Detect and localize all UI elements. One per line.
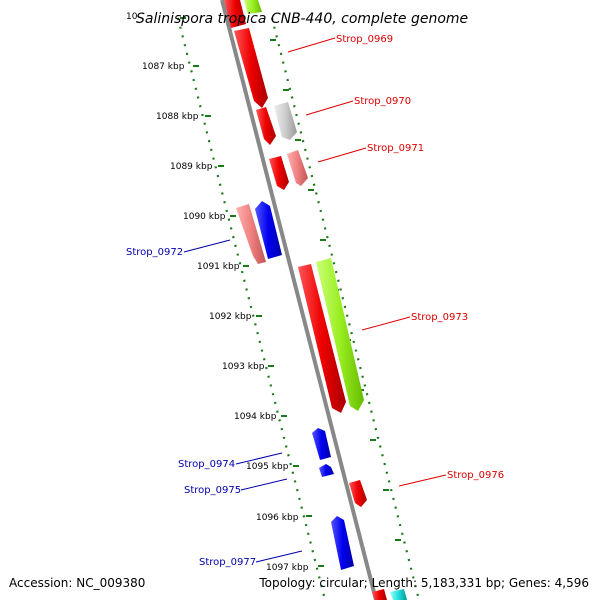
gene-arrow-strop-0973[interactable] [298,264,346,413]
kbp-label: 1088 kbp [156,112,199,122]
gene-arrow-green-mid[interactable] [316,258,364,411]
genome-backbone [220,0,378,600]
gene-arrow-strop-0977[interactable] [331,516,354,570]
gene-arrow-strop-0974[interactable] [312,428,331,460]
gene-label-strop-0977[interactable]: Strop_0977 [199,557,256,568]
accession-text: Accession: NC_009380 [9,576,145,590]
gene-label-strop-0971[interactable]: Strop_0971 [367,143,424,154]
topology-text: Topology: circular; Length: 5,183,331 bp… [258,576,589,590]
kbp-label: 1093 kbp [222,362,265,372]
gene-label-strop-0976[interactable]: Strop_0976 [447,470,504,481]
gene-label-strop-0974[interactable]: Strop_0974 [178,459,235,470]
gene-arrow-strop-0969[interactable] [234,28,268,108]
kbp-label: 1094 kbp [234,412,277,422]
kbp-label: 1090 kbp [183,212,226,222]
gene-arrow-strop-0975[interactable] [319,464,334,477]
inner-tick-track [176,17,326,597]
gene-labels: Strop_0969 Strop_0970 Strop_0971 Strop_0… [126,34,504,568]
outer-tick-track [270,17,420,597]
kbp-label: 1096 kbp [256,513,299,523]
major-ticks [180,17,401,567]
gene-arrow-red-bottom[interactable] [372,589,387,600]
gene-label-strop-0969[interactable]: Strop_0969 [336,34,393,45]
gene-arrow-strop-0968[interactable] [224,0,246,28]
gene-arrow-green-top[interactable] [244,0,262,14]
kbp-label: 1089 kbp [170,162,213,172]
gene-arrow-pink-forward[interactable] [287,150,308,186]
label-connectors [183,37,447,563]
gene-arrow-strop-0970[interactable] [256,107,276,145]
clipped-kbp-label: 10 [126,12,138,22]
gene-arrow-strop-0972[interactable] [255,201,282,259]
gene-arrow-pink-reverse[interactable] [236,204,266,264]
kbp-label: 1097 kbp [266,563,309,573]
kbp-label: 1095 kbp [246,462,289,472]
gene-label-strop-0972[interactable]: Strop_0972 [126,247,183,258]
gene-label-strop-0970[interactable]: Strop_0970 [354,96,411,107]
map-title: Salinispora tropica CNB-440, complete ge… [136,11,468,27]
kbp-label: 1091 kbp [197,262,240,272]
kbp-labels: 1087 kbp 1088 kbp 1089 kbp 1090 kbp 1091… [142,62,309,573]
gene-arrow-strop-0971[interactable] [269,156,289,190]
gene-label-strop-0975[interactable]: Strop_0975 [184,485,241,496]
gene-label-strop-0973[interactable]: Strop_0973 [411,312,468,323]
kbp-label: 1092 kbp [209,312,252,322]
kbp-label: 1087 kbp [142,62,185,72]
gene-arrow-cyan-bottom[interactable] [390,589,407,600]
gene-arrow-grey[interactable] [274,102,297,140]
gene-arrow-strop-0976[interactable] [349,480,367,507]
